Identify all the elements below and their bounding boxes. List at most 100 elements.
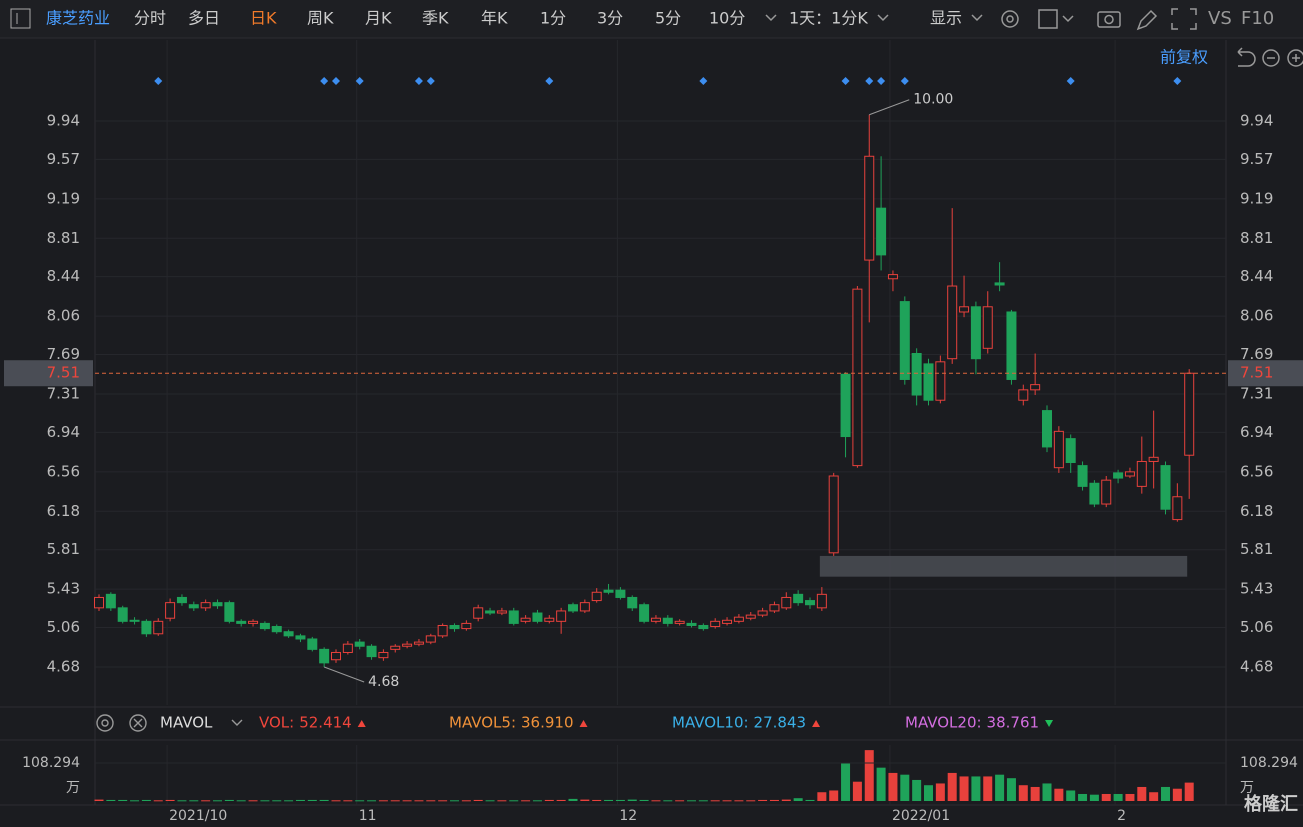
volume-bar [521, 800, 531, 802]
event-marker[interactable] [841, 77, 850, 85]
event-marker[interactable] [320, 77, 329, 85]
settings-icon[interactable] [1001, 10, 1019, 28]
indicator-name[interactable]: MAVOL [160, 714, 213, 732]
y-tick-label: 9.19 [47, 189, 80, 207]
volume-bar [971, 776, 981, 801]
event-marker[interactable] [355, 77, 364, 85]
candle-body [591, 591, 602, 602]
period-tab[interactable]: 日K [250, 9, 277, 28]
indicator-close[interactable] [129, 714, 147, 732]
volume-bar [1172, 788, 1182, 801]
adjust-button[interactable]: 前复权 [1160, 48, 1208, 67]
period-tab[interactable]: 周K [307, 9, 334, 28]
zoom-in-icon[interactable] [1287, 49, 1303, 67]
volume-bar [438, 800, 448, 802]
event-marker[interactable] [545, 77, 554, 85]
interval-select[interactable]: 1天：1分K [789, 9, 868, 28]
candle-body [1148, 456, 1159, 462]
event-marker[interactable] [1173, 77, 1182, 85]
candle-body [1160, 465, 1171, 510]
event-marker[interactable] [877, 77, 886, 85]
event-marker[interactable] [414, 77, 423, 85]
legend-name: MAVOL20: [905, 714, 982, 732]
stock-name[interactable]: 康芝药业 [46, 9, 110, 28]
event-marker[interactable] [426, 77, 435, 85]
event-marker[interactable] [332, 77, 340, 85]
period-tab[interactable]: 季K [422, 9, 449, 28]
volume-bar [1125, 793, 1135, 801]
period-tab[interactable]: 分时 [134, 9, 166, 28]
candle-body [1089, 482, 1100, 505]
fullscreen-icon[interactable] [1171, 8, 1197, 30]
volume-bar [687, 800, 696, 802]
sidebar-toggle[interactable] [10, 8, 31, 29]
annotation-label: 10.00 [913, 92, 953, 108]
zoom-out-icon[interactable] [1262, 49, 1280, 67]
event-marker[interactable] [865, 77, 874, 85]
dropdown-icon[interactable] [1062, 15, 1074, 23]
candle-body [805, 600, 815, 606]
volume-bar [224, 799, 234, 801]
volume-bar [805, 799, 815, 801]
indicator-settings[interactable] [96, 714, 114, 732]
candle-body [710, 620, 721, 628]
candle-body [283, 631, 294, 637]
event-marker[interactable] [154, 77, 163, 85]
volume-bar [924, 785, 933, 801]
candle-body [970, 306, 981, 360]
period-tab[interactable]: 年K [481, 9, 508, 28]
draw-icon[interactable] [1136, 9, 1158, 31]
y-tick-label: 7.31 [47, 384, 80, 402]
candle-body [662, 617, 673, 624]
dropdown-icon[interactable] [765, 14, 777, 22]
camera-icon[interactable] [1097, 11, 1121, 28]
candle-body [165, 602, 176, 619]
volume-bar [1006, 778, 1016, 801]
volume-bar [841, 763, 851, 801]
vs-button[interactable]: VS [1208, 8, 1232, 29]
volume-bar [532, 800, 542, 802]
event-marker[interactable] [1066, 77, 1075, 85]
event-marker[interactable] [900, 77, 909, 85]
period-tab[interactable]: 3分 [597, 9, 623, 28]
period-tab[interactable]: 10分 [709, 9, 745, 28]
y-tick-label: 6.18 [47, 502, 80, 520]
indicator-settings-core [101, 719, 109, 727]
volume-bar [1089, 794, 1099, 801]
dropdown-icon[interactable] [971, 14, 983, 22]
period-tab[interactable]: 5分 [655, 9, 681, 28]
y-tick-label: 9.94 [47, 111, 80, 129]
undo-icon[interactable] [1237, 47, 1256, 67]
candle-body [153, 620, 164, 635]
volume-bar [307, 799, 317, 801]
period-tab[interactable]: 1分 [540, 9, 566, 28]
period-tab[interactable]: 多日 [188, 9, 220, 28]
volume-bar [1161, 786, 1170, 801]
candle-body [852, 288, 863, 467]
event-marker[interactable] [699, 77, 708, 85]
y-tick-label: 7.69 [47, 345, 80, 363]
volume-bar [367, 800, 377, 802]
legend-arrow [357, 720, 366, 727]
display-select[interactable]: 显示 [930, 9, 962, 28]
layout-icon[interactable] [1038, 9, 1058, 29]
volume-bar [414, 800, 424, 802]
volume-bar [295, 799, 305, 801]
volume-bar [284, 800, 294, 802]
period-tab[interactable]: 月K [365, 9, 392, 28]
volume-bar [592, 799, 602, 801]
candle-body [271, 626, 282, 633]
f10-button[interactable]: F10 [1241, 8, 1274, 29]
candle-body [556, 610, 567, 622]
candle-body [568, 604, 578, 612]
annotation-leader [869, 99, 910, 116]
indicator-dropdown[interactable] [231, 719, 243, 726]
candle-body [639, 604, 650, 622]
candle-body [781, 596, 792, 609]
dropdown-icon[interactable] [877, 14, 889, 22]
candle-body [828, 475, 839, 554]
volume-bar [426, 800, 436, 802]
zoom-in-bar [1292, 54, 1300, 62]
volume-bar [497, 800, 507, 802]
